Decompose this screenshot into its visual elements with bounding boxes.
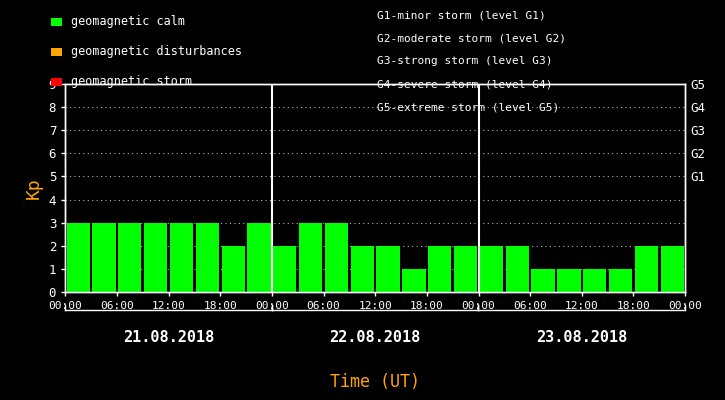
Bar: [402, 269, 426, 292]
Text: 23.08.2018: 23.08.2018: [536, 330, 627, 346]
Text: G1-minor storm (level G1): G1-minor storm (level G1): [377, 10, 546, 20]
Bar: [558, 269, 581, 292]
Bar: [480, 246, 503, 292]
Bar: [376, 246, 399, 292]
Y-axis label: Kp: Kp: [25, 177, 44, 199]
Bar: [635, 246, 658, 292]
Bar: [454, 246, 477, 292]
Bar: [351, 246, 374, 292]
Text: Time (UT): Time (UT): [330, 373, 420, 391]
Text: 22.08.2018: 22.08.2018: [330, 330, 420, 346]
Bar: [92, 223, 115, 292]
Bar: [273, 246, 297, 292]
Text: 21.08.2018: 21.08.2018: [123, 330, 214, 346]
Text: geomagnetic calm: geomagnetic calm: [71, 16, 185, 28]
Bar: [660, 246, 684, 292]
Bar: [144, 223, 167, 292]
Bar: [170, 223, 193, 292]
Bar: [531, 269, 555, 292]
Text: G2-moderate storm (level G2): G2-moderate storm (level G2): [377, 33, 566, 43]
Bar: [299, 223, 322, 292]
Text: G5-extreme storm (level G5): G5-extreme storm (level G5): [377, 103, 559, 113]
Bar: [609, 269, 632, 292]
Text: geomagnetic disturbances: geomagnetic disturbances: [71, 46, 242, 58]
Text: geomagnetic storm: geomagnetic storm: [71, 76, 192, 88]
Bar: [196, 223, 219, 292]
Text: G3-strong storm (level G3): G3-strong storm (level G3): [377, 56, 552, 66]
Bar: [428, 246, 452, 292]
Bar: [325, 223, 348, 292]
Bar: [222, 246, 245, 292]
Bar: [505, 246, 529, 292]
Bar: [583, 269, 606, 292]
Text: G4-severe storm (level G4): G4-severe storm (level G4): [377, 80, 552, 90]
Bar: [118, 223, 141, 292]
Bar: [247, 223, 270, 292]
Bar: [67, 223, 90, 292]
